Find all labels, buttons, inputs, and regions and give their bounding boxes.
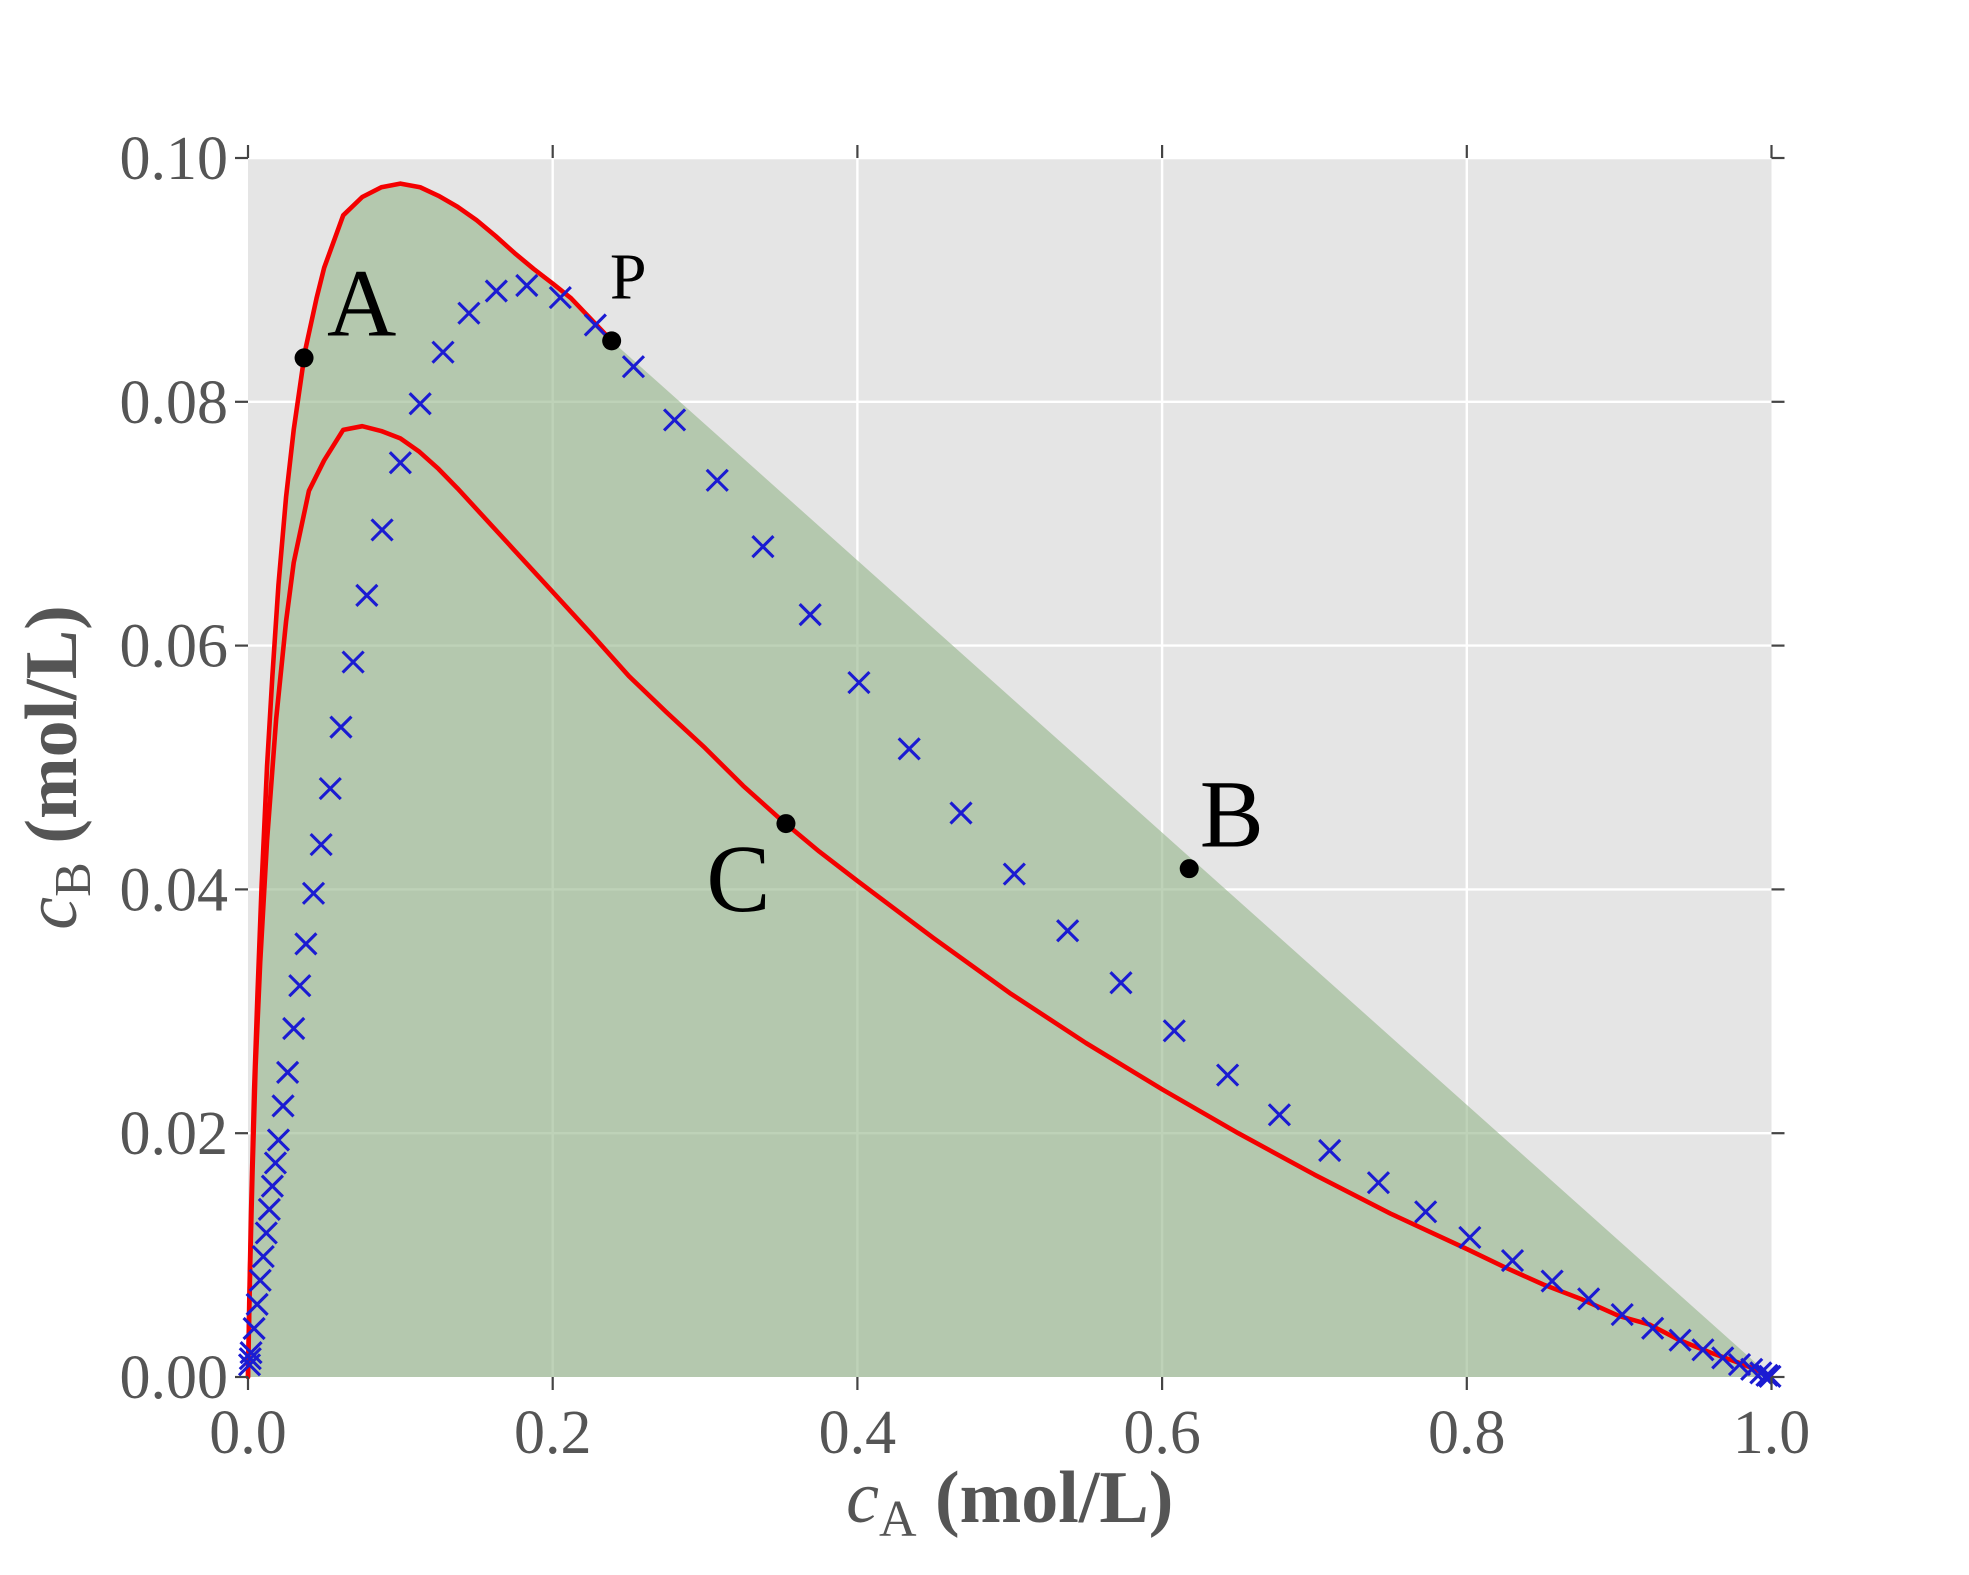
x-marker [847, 670, 871, 695]
y-tick-label: 0.00 [120, 1344, 229, 1412]
x-marker [263, 1151, 288, 1175]
x-marker [1056, 919, 1080, 943]
point-B-dot [1179, 859, 1199, 879]
x-marker [294, 932, 318, 956]
x-marker [705, 468, 729, 492]
annotations: A P C B [294, 241, 1264, 932]
point-C-dot [776, 814, 796, 834]
x-tick-label: 0.2 [514, 1399, 592, 1467]
x-marker [1002, 862, 1026, 886]
x-marker [370, 518, 394, 542]
y-tick-label: 0.06 [120, 613, 229, 681]
x-marker [751, 535, 775, 559]
x-marker [329, 715, 353, 739]
x-marker [276, 1060, 300, 1084]
x-marker [1641, 1316, 1665, 1340]
x-marker [583, 313, 607, 337]
x-marker [1500, 1248, 1525, 1273]
x-marker [1610, 1302, 1634, 1327]
x-marker [1727, 1352, 1752, 1377]
x-marker [1267, 1103, 1292, 1127]
x-marker [457, 301, 481, 325]
x-marker [1668, 1328, 1692, 1352]
x-marker [548, 285, 572, 310]
x-marker [798, 603, 822, 627]
x-marker [388, 451, 412, 475]
point-P-label: P [610, 241, 647, 314]
x-marker [1318, 1138, 1342, 1163]
y-tick-label: 0.04 [120, 856, 229, 924]
x-marker [1577, 1287, 1601, 1311]
attainable-region-fill [248, 183, 1772, 1377]
x-marker [341, 650, 365, 674]
x-marker [257, 1197, 281, 1221]
x-marker [309, 832, 333, 857]
y-tick-label: 0.10 [120, 125, 229, 193]
x-marker [238, 1347, 262, 1371]
x-marker [1216, 1063, 1240, 1087]
x-marker [1711, 1346, 1735, 1370]
y-tick-label: 0.08 [120, 369, 229, 437]
point-A-label: A [327, 250, 396, 357]
y-tick-label: 0.02 [120, 1100, 229, 1168]
x-marker [239, 1341, 263, 1365]
x-marker [282, 1016, 306, 1041]
x-tick-label: 0.8 [1428, 1399, 1506, 1467]
x-tick-label: 1.0 [1733, 1399, 1811, 1467]
x-marker [242, 1316, 266, 1341]
point-A-dot [294, 348, 314, 368]
x-marker [248, 1268, 272, 1292]
x-marker [266, 1128, 291, 1152]
x-tick-label: 0.6 [1123, 1399, 1201, 1467]
x-marker [260, 1174, 284, 1198]
y-axis-label: cB (mol/L) [11, 605, 102, 929]
x-axis-label: cA (mol/L) [846, 1457, 1173, 1548]
x-marker [408, 392, 432, 416]
x-marker [1162, 1019, 1186, 1043]
point-C-label: C [706, 825, 770, 932]
x-marker [949, 801, 973, 825]
tick-labels: 0.0 0.2 0.4 0.6 0.8 1.0 0.00 0.02 0.04 0.06 0.08 0.… [120, 125, 1811, 1467]
x-marker [1758, 1364, 1782, 1388]
x-marker [515, 273, 539, 298]
x-marker [431, 340, 455, 364]
x-tick-label: 0.4 [819, 1399, 897, 1467]
x-marker [318, 776, 342, 801]
x-marker [897, 737, 921, 761]
x-marker [271, 1094, 295, 1118]
x-marker [662, 408, 687, 432]
x-marker [1691, 1338, 1715, 1362]
x-marker [355, 583, 379, 607]
x-marker [1366, 1171, 1391, 1195]
x-marker [254, 1221, 278, 1245]
tick-marks [235, 145, 1785, 1390]
x-marker [1109, 971, 1133, 995]
x-marker [1540, 1269, 1564, 1293]
x-marker [1414, 1200, 1438, 1224]
point-P-dot [602, 331, 622, 351]
point-B-label: B [1200, 760, 1264, 867]
pfr-trajectory-from-feed-curve [245, 423, 1774, 1380]
x-tick-label: 0.0 [209, 1399, 287, 1467]
x-marker [301, 881, 326, 905]
x-marker [245, 1292, 269, 1316]
x-marker [621, 355, 646, 379]
x-marker [288, 974, 312, 998]
x-marker [251, 1244, 275, 1269]
cstr-locus-markers [237, 273, 1782, 1388]
x-marker [484, 279, 508, 303]
x-marker [1458, 1225, 1482, 1250]
